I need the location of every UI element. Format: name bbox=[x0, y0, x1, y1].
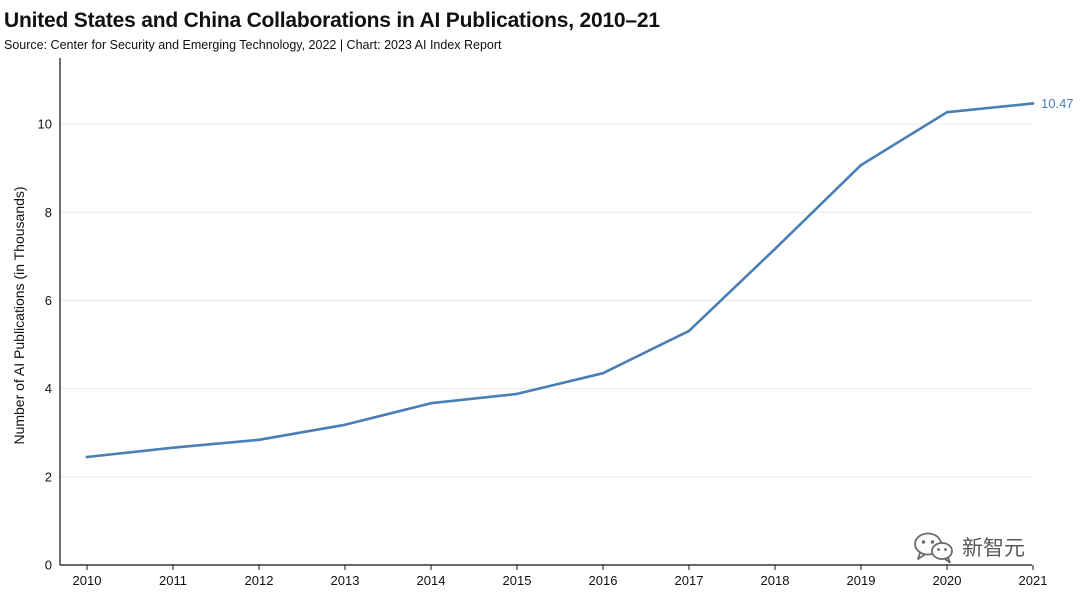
series-line bbox=[85, 102, 1035, 459]
data-point bbox=[859, 163, 863, 167]
y-tick-label: 6 bbox=[45, 293, 52, 308]
data-point bbox=[945, 110, 949, 114]
x-tick-label: 2016 bbox=[589, 573, 618, 588]
x-tick-label: 2015 bbox=[503, 573, 532, 588]
data-point bbox=[687, 329, 691, 333]
watermark-text: 新智元 bbox=[962, 536, 1025, 560]
wechat-icon bbox=[914, 532, 953, 564]
y-tick-label: 0 bbox=[45, 558, 52, 573]
y-tick-label: 10 bbox=[38, 117, 52, 132]
x-tick-label: 2021 bbox=[1019, 573, 1048, 588]
data-point bbox=[1031, 102, 1035, 105]
x-tick-label: 2019 bbox=[847, 573, 876, 588]
data-point bbox=[773, 247, 777, 251]
x-tick-label: 2014 bbox=[417, 573, 446, 588]
data-point bbox=[601, 371, 605, 375]
end-value-label: 10.47 bbox=[1041, 96, 1074, 111]
chart-subtitle: Source: Center for Security and Emerging… bbox=[4, 38, 502, 52]
watermark: 新智元 bbox=[912, 530, 1025, 564]
y-tick-label: 4 bbox=[45, 381, 52, 396]
data-point bbox=[429, 401, 433, 405]
x-tick-label: 2010 bbox=[73, 573, 102, 588]
data-point bbox=[257, 438, 261, 442]
y-axis-label: Number of AI Publications (in Thousands) bbox=[11, 186, 27, 444]
data-point bbox=[515, 392, 519, 396]
chart-title: United States and China Collaborations i… bbox=[4, 9, 660, 32]
x-tick-label: 2013 bbox=[331, 573, 360, 588]
x-tick-label: 2017 bbox=[675, 573, 704, 588]
data-point bbox=[171, 446, 175, 450]
x-tick-label: 2020 bbox=[933, 573, 962, 588]
x-tick-label: 2011 bbox=[159, 573, 187, 588]
x-tick-label: 2018 bbox=[761, 573, 790, 588]
data-point bbox=[343, 423, 347, 427]
y-tick-label: 8 bbox=[45, 205, 52, 220]
y-tick-label: 2 bbox=[45, 469, 52, 484]
x-tick-label: 2012 bbox=[245, 573, 274, 588]
data-point bbox=[85, 455, 89, 459]
